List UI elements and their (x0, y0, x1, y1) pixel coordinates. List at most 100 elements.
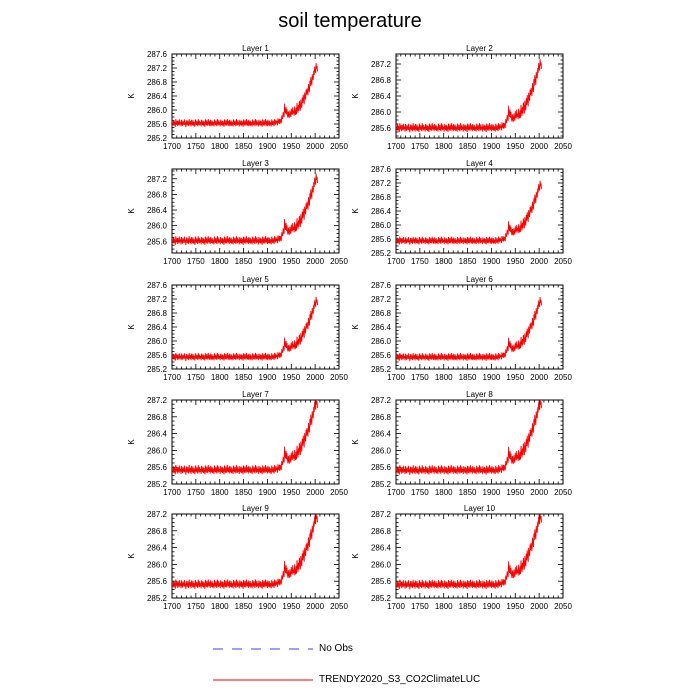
y-tick-label: 286.8 (371, 413, 392, 422)
x-tick-label: 2050 (554, 488, 572, 497)
y-tick-label: 287.2 (147, 396, 168, 405)
y-tick-label: 286.8 (147, 413, 168, 422)
y-tick-label: 285.2 (147, 594, 168, 603)
panel-title: Layer 2 (466, 44, 493, 53)
y-tick-label: 286.0 (371, 337, 392, 346)
y-tick-label: 285.2 (147, 480, 168, 489)
y-tick-label: 287.6 (147, 281, 168, 290)
x-tick-label: 2050 (330, 488, 348, 497)
x-tick-label: 1750 (411, 602, 429, 611)
x-tick-label: 2000 (530, 373, 548, 382)
y-axis-label: K (127, 93, 136, 99)
x-tick-label: 1750 (187, 257, 205, 266)
x-tick-label: 1800 (211, 488, 229, 497)
x-tick-label: 2050 (554, 373, 572, 382)
x-tick-label: 1800 (211, 373, 229, 382)
x-tick-label: 1700 (387, 602, 405, 611)
y-tick-label: 285.6 (371, 235, 392, 244)
y-tick-label: 287.2 (371, 396, 392, 405)
x-tick-label: 1750 (187, 142, 205, 151)
y-tick-label: 286.4 (147, 206, 168, 215)
y-tick-label: 286.0 (371, 221, 392, 230)
y-tick-label: 286.4 (371, 92, 392, 101)
x-tick-label: 1950 (282, 488, 300, 497)
x-tick-label: 1950 (506, 488, 524, 497)
y-tick-label: 286.8 (371, 527, 392, 536)
y-axis-label: K (127, 553, 136, 559)
y-tick-label: 285.2 (371, 249, 392, 258)
x-tick-label: 1900 (259, 488, 277, 497)
panel-layer-1: Layer 1 K 1700 1750 1800 1850 1900 1950 2000 2050… (127, 44, 348, 151)
panel-layer-6: Layer 6 K 1700 1750 1800 1850 1900 1950 2000 2050… (351, 275, 572, 382)
y-axis-label: K (351, 324, 360, 330)
y-tick-label: 286.4 (147, 323, 168, 332)
y-tick-label: 286.4 (371, 544, 392, 553)
y-axis-label: K (351, 93, 360, 99)
y-tick-label: 286.4 (147, 430, 168, 439)
y-tick-label: 286.4 (147, 92, 168, 101)
y-tick-label: 286.4 (371, 323, 392, 332)
x-tick-label: 1700 (163, 373, 181, 382)
series-line-trendy (172, 63, 318, 128)
x-tick-label: 2000 (530, 488, 548, 497)
x-tick-label: 1750 (187, 602, 205, 611)
y-tick-label: 287.6 (371, 281, 392, 290)
x-tick-label: 1900 (483, 373, 501, 382)
series-line-trendy (396, 297, 542, 362)
x-tick-label: 2050 (330, 373, 348, 382)
x-tick-label: 1850 (459, 373, 477, 382)
panel-layer-4: Layer 4 K 1700 1750 1800 1850 1900 1950 2000 2050… (351, 159, 572, 266)
x-tick-label: 1950 (506, 602, 524, 611)
x-tick-label: 1800 (211, 602, 229, 611)
y-tick-label: 286.0 (147, 560, 168, 569)
x-tick-label: 1750 (411, 257, 429, 266)
x-tick-label: 1800 (435, 373, 453, 382)
y-tick-label: 286.4 (371, 430, 392, 439)
y-tick-label: 287.2 (371, 510, 392, 519)
x-tick-label: 1900 (483, 257, 501, 266)
y-axis-label: K (127, 208, 136, 214)
y-axis-label: K (351, 439, 360, 445)
x-tick-label: 1950 (282, 373, 300, 382)
x-tick-label: 1850 (235, 488, 253, 497)
x-tick-label: 2000 (530, 602, 548, 611)
y-tick-label: 285.6 (371, 351, 392, 360)
panel-layer-5: Layer 5 K 1700 1750 1800 1850 1900 1950 2000 2050… (127, 275, 348, 382)
x-tick-label: 1900 (259, 257, 277, 266)
series-line-trendy (172, 173, 318, 246)
y-tick-label: 286.8 (371, 193, 392, 202)
x-tick-label: 1850 (235, 602, 253, 611)
y-tick-label: 285.6 (147, 237, 168, 246)
x-tick-label: 1900 (483, 602, 501, 611)
x-tick-label: 2000 (306, 142, 324, 151)
panel-title: Layer 1 (242, 44, 269, 53)
x-tick-label: 2000 (306, 257, 324, 266)
x-tick-label: 1950 (506, 373, 524, 382)
x-tick-label: 2000 (530, 257, 548, 266)
x-tick-label: 2000 (306, 488, 324, 497)
y-tick-label: 285.6 (371, 124, 392, 133)
y-tick-label: 286.8 (147, 190, 168, 199)
x-tick-label: 1750 (411, 142, 429, 151)
x-tick-label: 1850 (459, 488, 477, 497)
y-tick-label: 286.0 (147, 106, 168, 115)
y-tick-label: 286.8 (147, 78, 168, 87)
panel-title: Layer 9 (242, 504, 269, 513)
x-tick-label: 1900 (259, 373, 277, 382)
x-tick-label: 1750 (187, 488, 205, 497)
x-tick-label: 1800 (435, 257, 453, 266)
y-tick-label: 285.6 (147, 351, 168, 360)
panel-title: Layer 3 (242, 159, 269, 168)
y-tick-label: 286.8 (147, 309, 168, 318)
y-tick-label: 287.6 (371, 165, 392, 174)
y-tick-label: 285.2 (371, 594, 392, 603)
y-tick-label: 285.6 (371, 577, 392, 586)
x-tick-label: 1750 (411, 488, 429, 497)
panel-layer-9: Layer 9 K 1700 1750 1800 1850 1900 1950 2000 2050… (127, 504, 348, 611)
y-tick-label: 286.0 (371, 446, 392, 455)
x-tick-label: 1950 (282, 142, 300, 151)
x-tick-label: 1950 (506, 142, 524, 151)
x-tick-label: 1800 (435, 602, 453, 611)
y-axis-label: K (127, 439, 136, 445)
